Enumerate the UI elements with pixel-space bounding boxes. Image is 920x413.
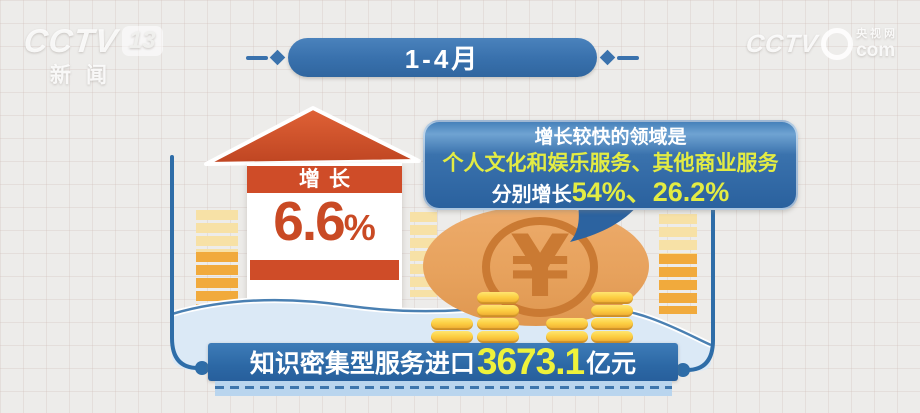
dash-icon-left <box>246 56 268 60</box>
coin-column-orange <box>196 252 238 310</box>
coin-icon <box>591 305 633 317</box>
coin-column-light <box>659 214 697 254</box>
domain-text: com <box>856 39 896 61</box>
coin-icon <box>591 292 633 304</box>
coin-icon <box>431 331 473 343</box>
coin-stack <box>546 318 588 343</box>
coin-column-orange <box>659 254 697 314</box>
coin-icon <box>591 331 633 343</box>
background-coin-stack-left <box>196 210 238 310</box>
callout-line3-values: 54%、26.2% <box>571 177 730 207</box>
growth-percent-sign: % <box>343 207 376 248</box>
total-prefix: 知识密集型服务进口 <box>249 350 475 378</box>
growth-callout-bubble: 增长较快的领域是 个人文化和娱乐服务、其他商业服务 分别增长54%、26.2% <box>423 120 798 210</box>
callout-line2: 个人文化和娱乐服务、其他商业服务 <box>442 152 779 175</box>
cctv-logo-text: CCTV <box>22 22 120 59</box>
coin-stack <box>591 292 633 343</box>
dash-icon-right <box>617 56 639 60</box>
dashed-line <box>215 386 672 389</box>
banner-underline-strip <box>215 381 672 396</box>
coin-icon <box>591 318 633 330</box>
cctv-globe-icon <box>821 28 854 60</box>
coin-stack <box>431 318 473 343</box>
cctvcom-watermark: CCTV 央视网 com <box>744 27 899 61</box>
total-banner: 知识密集型服务进口 3673.1 亿元 <box>208 343 678 381</box>
coin-icon <box>546 318 588 330</box>
callout-line1: 增长较快的领域是 <box>534 127 687 148</box>
coin-icon <box>477 305 519 317</box>
coin-icon <box>477 318 519 330</box>
coin-stack <box>477 292 519 343</box>
news-label: 新闻 <box>50 64 122 87</box>
cctv13-watermark: CCTV 13 新闻 <box>22 22 163 89</box>
background-coin-stack-right <box>659 214 697 314</box>
site-name: 央视网 <box>856 27 899 40</box>
house-base-band <box>250 260 399 280</box>
growth-value: 6.6% <box>247 194 402 249</box>
growth-house: 增长 6.6% <box>247 163 402 308</box>
diamond-icon-left <box>269 49 286 66</box>
cctv-logo-text: CCTV <box>744 29 820 58</box>
coin-column-light <box>196 210 238 252</box>
growth-label: 增长 <box>247 166 402 193</box>
channel-13-badge: 13 <box>121 26 163 56</box>
total-value: 3673.1 <box>476 340 585 382</box>
growth-number: 6.6 <box>273 190 345 252</box>
period-pill: 1-4月 <box>288 38 597 77</box>
total-unit: 亿元 <box>586 350 637 378</box>
callout-line3-prefix: 分别增长 <box>491 184 572 206</box>
callout-line3: 分别增长54%、26.2% <box>425 177 796 210</box>
diamond-icon-right <box>599 49 616 66</box>
coin-icon <box>431 318 473 330</box>
coin-icon <box>477 292 519 304</box>
